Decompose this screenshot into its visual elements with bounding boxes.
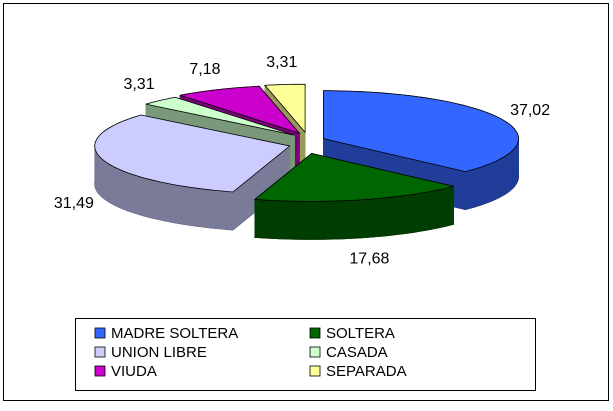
slice-side bbox=[435, 190, 440, 229]
legend-label: MADRE SOLTERA bbox=[111, 325, 238, 342]
slice-side bbox=[362, 199, 368, 237]
slice-side bbox=[430, 191, 435, 230]
slice-side bbox=[151, 180, 156, 219]
slice-side bbox=[227, 191, 233, 229]
slice-side bbox=[311, 201, 317, 239]
slice-side bbox=[134, 175, 138, 214]
slice-side bbox=[504, 155, 506, 194]
slice-side bbox=[489, 163, 492, 202]
slice-side bbox=[109, 164, 112, 203]
legend-label: VIUDA bbox=[111, 363, 157, 380]
slice-side bbox=[397, 196, 403, 235]
slice-side bbox=[138, 176, 142, 215]
data-label: 31,49 bbox=[54, 195, 94, 212]
slice-side bbox=[280, 201, 286, 239]
slice-side bbox=[120, 170, 123, 209]
slice-side bbox=[474, 168, 478, 207]
slice-side bbox=[255, 199, 261, 237]
slice-side bbox=[403, 195, 409, 234]
slice-side bbox=[286, 201, 292, 239]
slice-side bbox=[496, 160, 499, 199]
slice-side bbox=[192, 188, 198, 227]
slice-side bbox=[156, 181, 161, 220]
slice-side bbox=[486, 164, 490, 203]
slice-side bbox=[324, 201, 330, 239]
slice-side bbox=[215, 190, 221, 229]
slice-side bbox=[181, 186, 186, 225]
slice-side bbox=[305, 201, 311, 239]
legend-label: SEPARADA bbox=[326, 363, 407, 380]
slice-side bbox=[261, 200, 267, 238]
legend-swatch bbox=[310, 328, 320, 338]
slice-side bbox=[386, 197, 392, 236]
slice-side bbox=[501, 157, 504, 196]
slice-side bbox=[165, 183, 170, 222]
slice-side bbox=[449, 186, 453, 225]
slice-side bbox=[445, 187, 450, 226]
slice-side bbox=[492, 161, 495, 200]
slice-side bbox=[440, 189, 445, 228]
slice-side bbox=[107, 163, 109, 202]
slice-side bbox=[197, 188, 203, 227]
slice-side bbox=[142, 177, 146, 216]
slice-side bbox=[299, 201, 305, 239]
slice-side bbox=[105, 161, 107, 200]
legend-swatch bbox=[95, 366, 105, 376]
slice-side bbox=[470, 169, 474, 208]
slice-side bbox=[343, 201, 349, 239]
slice-side bbox=[131, 174, 135, 213]
data-label: 17,68 bbox=[349, 250, 389, 267]
slice-side bbox=[186, 187, 192, 226]
legend-label: CASADA bbox=[326, 344, 388, 361]
slice-side bbox=[170, 184, 175, 223]
legend-label: UNION LIBRE bbox=[111, 344, 207, 361]
slice-side bbox=[221, 191, 227, 230]
slice-side bbox=[425, 192, 430, 231]
slice-side bbox=[374, 198, 380, 237]
slice-side bbox=[117, 168, 120, 207]
slice-side bbox=[203, 189, 209, 228]
slice-side bbox=[209, 190, 215, 229]
data-label: 3,31 bbox=[123, 76, 154, 93]
legend-swatch bbox=[95, 347, 105, 357]
slice-side bbox=[273, 201, 279, 239]
slice-side bbox=[111, 166, 114, 205]
slice-side bbox=[337, 201, 343, 239]
slice-side bbox=[330, 201, 336, 239]
legend-swatch bbox=[95, 328, 105, 338]
legend-swatch bbox=[310, 366, 320, 376]
slice-side bbox=[161, 182, 166, 221]
slice-side bbox=[482, 165, 486, 204]
slice-side bbox=[414, 193, 419, 232]
legend-swatch bbox=[310, 347, 320, 357]
slice-side bbox=[380, 198, 386, 237]
slice-side bbox=[506, 154, 508, 194]
slice-side bbox=[478, 167, 482, 206]
legend-label: SOLTERA bbox=[326, 325, 395, 342]
slice-side bbox=[318, 201, 324, 239]
slice-side bbox=[499, 158, 502, 197]
slice-side bbox=[127, 172, 131, 211]
data-label: 7,18 bbox=[189, 61, 220, 78]
slice-side bbox=[123, 171, 126, 210]
slice-side bbox=[392, 197, 398, 236]
slice-side bbox=[114, 167, 117, 206]
slice-side bbox=[267, 200, 273, 238]
slice-side bbox=[147, 179, 151, 218]
slice-side bbox=[465, 170, 469, 209]
slice-side bbox=[176, 185, 181, 224]
slice-side bbox=[409, 194, 414, 233]
slice-side bbox=[356, 200, 362, 238]
slice-side bbox=[292, 201, 298, 239]
slice-side bbox=[420, 193, 425, 232]
slice-side bbox=[349, 200, 355, 238]
data-label: 3,31 bbox=[266, 54, 297, 71]
data-label: 37,02 bbox=[510, 102, 550, 119]
slice-side bbox=[368, 199, 374, 237]
